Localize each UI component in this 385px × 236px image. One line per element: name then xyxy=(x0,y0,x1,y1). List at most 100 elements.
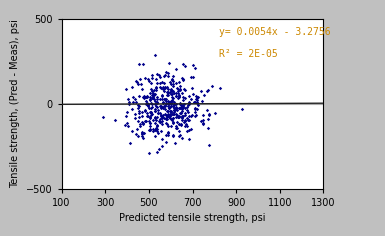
Point xyxy=(144,103,150,106)
Point xyxy=(134,119,141,123)
Point xyxy=(177,102,183,106)
Point xyxy=(147,115,153,119)
Point xyxy=(142,110,148,113)
Point xyxy=(184,110,191,114)
Point xyxy=(167,100,173,103)
Point xyxy=(193,97,199,101)
Point xyxy=(149,112,155,116)
Point xyxy=(185,103,191,107)
Point xyxy=(176,95,182,99)
Point xyxy=(204,89,211,93)
Point xyxy=(175,89,181,93)
Point xyxy=(153,127,159,131)
Point xyxy=(149,105,155,109)
Point xyxy=(157,120,164,124)
Point xyxy=(163,102,169,105)
Point xyxy=(178,111,184,115)
Point xyxy=(167,105,173,109)
Point xyxy=(151,127,157,131)
Point xyxy=(152,109,158,113)
Point xyxy=(148,81,154,84)
Point xyxy=(184,124,190,128)
Point xyxy=(159,137,165,140)
Point xyxy=(181,102,187,106)
Point xyxy=(165,104,171,108)
Point xyxy=(157,75,163,79)
Point xyxy=(180,104,186,107)
Point xyxy=(141,94,147,97)
Point xyxy=(160,113,166,117)
Point xyxy=(164,71,171,75)
Point xyxy=(171,110,177,114)
Point xyxy=(182,106,188,110)
Point xyxy=(165,101,171,105)
Point xyxy=(148,87,154,91)
Point xyxy=(148,113,154,117)
Point xyxy=(200,114,206,117)
Point xyxy=(192,100,198,104)
Point xyxy=(150,93,156,97)
Point xyxy=(170,121,176,125)
Point xyxy=(182,118,189,122)
Point xyxy=(167,80,173,84)
Point xyxy=(169,98,175,102)
Point xyxy=(154,95,160,99)
Point xyxy=(145,102,151,106)
Point xyxy=(179,103,186,107)
Point xyxy=(163,116,169,120)
Point xyxy=(143,99,149,102)
Point xyxy=(168,104,174,108)
Point xyxy=(163,133,169,136)
Point xyxy=(173,106,179,110)
Point xyxy=(186,118,192,121)
Point xyxy=(146,128,152,132)
Point xyxy=(176,106,182,110)
Point xyxy=(154,81,161,85)
Point xyxy=(190,63,196,67)
Point xyxy=(161,85,167,89)
Point xyxy=(159,115,165,119)
Point xyxy=(170,134,176,137)
Point xyxy=(123,114,129,118)
Point xyxy=(169,93,176,96)
Point xyxy=(142,119,149,123)
Point xyxy=(159,119,165,123)
Point xyxy=(152,109,158,113)
Point xyxy=(180,98,186,101)
Point xyxy=(139,135,145,138)
Point xyxy=(153,86,159,90)
Point xyxy=(164,114,170,118)
Point xyxy=(169,118,176,122)
Point xyxy=(129,85,135,89)
Point xyxy=(147,121,153,124)
Point xyxy=(139,120,145,124)
Point xyxy=(166,101,172,105)
Point xyxy=(193,94,199,97)
Point xyxy=(179,105,185,109)
Point xyxy=(177,84,183,88)
Point xyxy=(176,107,182,110)
Point xyxy=(168,88,174,92)
Point xyxy=(199,99,205,102)
Point xyxy=(182,88,188,92)
Point xyxy=(178,104,184,107)
Point xyxy=(163,99,169,103)
Point xyxy=(184,105,190,109)
Point xyxy=(149,96,155,100)
Point xyxy=(158,105,164,108)
Point xyxy=(173,109,179,112)
Point xyxy=(129,107,136,111)
Point xyxy=(157,98,163,101)
Point xyxy=(198,89,204,93)
Point xyxy=(200,118,206,122)
Point xyxy=(179,116,185,119)
Point xyxy=(206,143,213,147)
Point xyxy=(151,108,157,111)
Point xyxy=(152,92,158,96)
Point xyxy=(188,75,194,79)
Point xyxy=(182,96,189,100)
Point xyxy=(163,70,169,74)
Point xyxy=(134,132,140,136)
Point xyxy=(172,91,179,95)
Point xyxy=(165,74,171,78)
